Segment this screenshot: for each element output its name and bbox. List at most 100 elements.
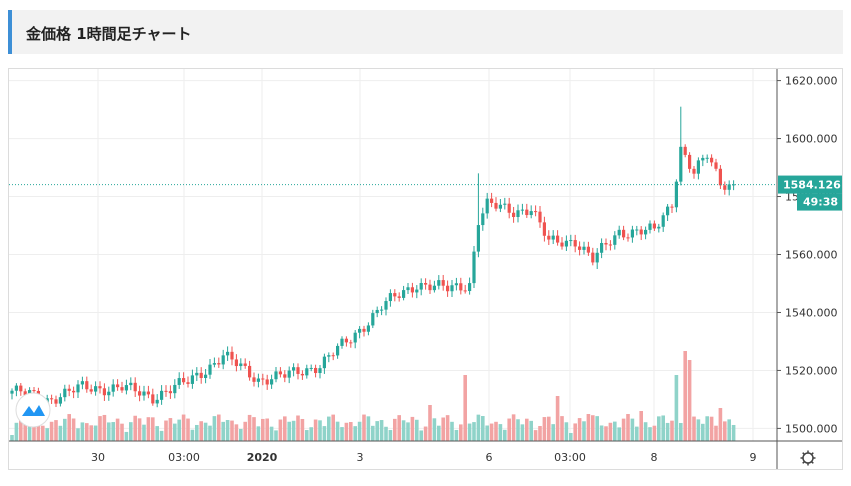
candle-body [617, 229, 621, 236]
volume-bar [657, 416, 661, 441]
volume-bar [45, 428, 49, 441]
volume-bar [441, 417, 445, 441]
candle-body [239, 363, 243, 367]
candle-body [146, 391, 150, 395]
candle-body [432, 285, 436, 291]
volume-bar [181, 414, 186, 441]
candle-body [507, 203, 511, 213]
volume-bar [67, 414, 71, 441]
countdown-badge [797, 193, 842, 211]
candle-body [155, 399, 159, 404]
current-price-badge [778, 175, 842, 194]
candle-body [10, 390, 14, 394]
candle-body [160, 390, 164, 400]
candle-body [261, 378, 265, 380]
tradingview-cloud-icon[interactable] [15, 392, 51, 428]
candle-body [318, 368, 322, 374]
candle-body [340, 338, 344, 346]
volume-bar [111, 422, 115, 441]
volume-bar [586, 414, 591, 441]
volume-bar [582, 421, 586, 441]
volume-bar [287, 421, 291, 441]
volume-bar [247, 414, 252, 441]
candle-body [503, 203, 507, 205]
candle-body [578, 246, 582, 250]
candle-body [221, 355, 225, 365]
volume-bar [538, 426, 542, 441]
volume-bar [146, 417, 151, 441]
volume-bar [674, 375, 679, 441]
volume-bar [190, 429, 195, 441]
volume-bar [309, 427, 313, 441]
volume-bar [687, 360, 692, 441]
candle-body [595, 252, 599, 263]
volume-bar [551, 424, 555, 441]
volume-bar [450, 421, 454, 441]
candle-body [116, 384, 120, 388]
volume-bar [683, 351, 687, 441]
candle-body [23, 391, 27, 396]
volume-bar [217, 414, 221, 441]
candle-body [639, 229, 643, 235]
candle-body [560, 242, 564, 247]
candle-body [287, 370, 291, 378]
candle-body [292, 367, 296, 371]
candle-body [683, 146, 687, 155]
volume-bar [23, 419, 27, 441]
candle-body [718, 168, 722, 186]
candle-body [494, 202, 498, 209]
candle-body [402, 290, 406, 298]
volume-bar [701, 423, 705, 441]
volume-bar [318, 420, 322, 441]
candle-body [459, 283, 463, 291]
y-tick-label: 1500.000 [785, 422, 838, 435]
candle-body [714, 162, 718, 169]
candle-body [547, 235, 551, 240]
candle-body [138, 391, 142, 396]
candlestick-chart[interactable]: 1620.0001600.0001580.0001560.0001540.000… [9, 69, 843, 470]
volume-bar [243, 421, 247, 441]
y-tick-label: 1620.000 [785, 75, 838, 88]
candle-body [168, 391, 172, 394]
volume-bar [58, 425, 63, 441]
volume-bar [648, 427, 652, 441]
volume-bar [643, 422, 648, 441]
volume-bar [604, 426, 608, 441]
volume-bar [547, 416, 551, 441]
volume-bar [41, 425, 45, 441]
volume-bar [155, 426, 159, 441]
volume-bar [296, 415, 300, 441]
volume-bar [225, 420, 230, 441]
volume-bar [467, 423, 472, 441]
candle-body [415, 289, 419, 293]
volume-bar [599, 425, 604, 441]
candle-body [349, 342, 353, 344]
volume-bar [529, 420, 533, 441]
candle-body [622, 229, 626, 238]
candle-body [107, 391, 111, 396]
gear-icon[interactable] [800, 450, 816, 466]
chart-header: 金価格 1時間足チャート [8, 10, 843, 54]
candle-body [256, 378, 260, 382]
volume-bar [27, 423, 32, 441]
candle-body [573, 240, 577, 247]
candle-body [283, 374, 287, 378]
volume-bar [692, 416, 696, 441]
volume-bar [472, 422, 476, 441]
candle-body [556, 235, 560, 243]
volume-bar [375, 421, 379, 441]
volume-bar [432, 418, 437, 441]
candle-body [85, 381, 89, 390]
candle-body [19, 385, 23, 392]
candle-body [679, 146, 683, 182]
volume-bar [679, 422, 683, 441]
candle-body [472, 251, 476, 284]
candle-body [586, 246, 590, 253]
current-price-label: 1584.126 [783, 179, 841, 192]
candle-body [129, 382, 133, 386]
volume-bar [727, 419, 731, 441]
volume-bar [177, 419, 181, 441]
volume-bar [401, 420, 406, 441]
candle-body [688, 154, 692, 169]
chart-container[interactable]: 1620.0001600.0001580.0001560.0001540.000… [8, 68, 843, 470]
